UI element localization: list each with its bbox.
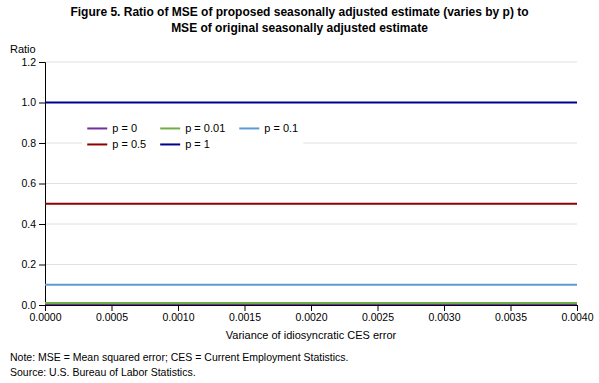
- legend-background: [82, 115, 303, 157]
- tick-mark: [39, 265, 45, 266]
- tick-label: 0.6: [21, 177, 36, 189]
- tick-label: 0.8: [21, 137, 36, 149]
- tick-label: 0.2: [21, 258, 36, 270]
- tick: 0.0005: [96, 305, 128, 323]
- tick-mark: [577, 305, 578, 311]
- tick-label: 0.0040: [561, 311, 593, 323]
- legend-item: p = 1: [160, 138, 210, 150]
- tick-label: 0.0030: [428, 311, 460, 323]
- legend-item: p = 0.1: [239, 122, 298, 134]
- series-line: [45, 302, 577, 304]
- tick-mark: [39, 103, 45, 104]
- tick-label: 0.0015: [229, 311, 261, 323]
- tick-mark: [39, 143, 45, 144]
- grid-line: [45, 62, 577, 63]
- y-axis: 0.0 0.2 0.4 0.6 0.8 1.0 1.2: [21, 56, 45, 311]
- y-grid: [45, 62, 577, 305]
- tick-mark: [39, 224, 45, 225]
- tick-label: 0.0: [21, 299, 36, 311]
- series-line: [45, 203, 577, 205]
- legend: p = 0 p = 0.01 p = 0.1 p = 0.5 p = 1: [82, 115, 303, 157]
- tick-label: 1.0: [21, 96, 36, 108]
- tick-mark: [444, 305, 445, 311]
- legend-swatch: [160, 127, 180, 129]
- tick-label: 0.0000: [29, 311, 61, 323]
- tick-label: 0.0005: [96, 311, 128, 323]
- tick: 0.0035: [495, 305, 527, 323]
- x-axis: 0.0000 0.0005 0.0010 0.0015 0.0020 0.0025 0.00…: [29, 305, 593, 323]
- tick-label: 1.2: [21, 56, 36, 68]
- legend-item: p = 0.5: [87, 138, 146, 150]
- tick: 0.4: [21, 218, 45, 230]
- title-line: Figure 5. Ratio of MSE of proposed seaso…: [70, 5, 528, 19]
- tick: 0.2: [21, 258, 45, 270]
- axis-line: [39, 63, 46, 306]
- tick-label: 0.0035: [495, 311, 527, 323]
- legend-label: p = 0.1: [264, 122, 298, 134]
- legend-swatch: [87, 127, 107, 129]
- tick: 0.6: [21, 177, 45, 189]
- tick-label: 0.0020: [295, 311, 327, 323]
- tick: 1.2: [21, 56, 45, 68]
- tick-label: 0.4: [21, 218, 36, 230]
- tick: 0.0: [21, 299, 45, 311]
- legend-label: p = 0.5: [112, 138, 146, 150]
- grid-line: [45, 102, 577, 103]
- series-line: [45, 304, 577, 305]
- tick: 0.0015: [229, 305, 261, 323]
- tick-label: 0.0010: [162, 311, 194, 323]
- series-group: [45, 103, 577, 306]
- legend-swatch: [160, 143, 180, 145]
- tick-mark: [39, 62, 45, 63]
- tick: 0.0040: [561, 305, 593, 323]
- plot: 0.00000.00050.00100.00150.00200.00250.00…: [21, 56, 593, 324]
- tick-label: 0.0025: [362, 311, 394, 323]
- tick: 0.0010: [162, 305, 194, 323]
- chart: Figure 5. Ratio of MSE of proposed seaso…: [0, 0, 599, 383]
- legend-label: p = 0: [112, 122, 137, 134]
- legend-swatch: [87, 143, 107, 145]
- grid-line: [45, 264, 577, 265]
- annotation: Note: MSE = Mean squared error; CES = Cu…: [10, 351, 348, 363]
- legend-item: p = 0: [87, 122, 137, 134]
- tick-mark: [39, 305, 45, 306]
- title: Figure 5. Ratio of MSE of proposed seaso…: [70, 5, 528, 35]
- legend-swatch: [239, 127, 259, 129]
- tick-mark: [378, 305, 379, 311]
- legend-item: p = 0.01: [160, 122, 225, 134]
- tick-mark: [112, 305, 113, 311]
- tick-mark: [245, 305, 246, 311]
- series-line: [45, 102, 577, 104]
- tick: 0.0030: [428, 305, 460, 323]
- grid-line: [45, 183, 577, 184]
- x-axis-title: Variance of idiosyncratic CES error: [226, 329, 397, 341]
- tick-mark: [39, 184, 45, 185]
- tick-mark: [311, 305, 312, 311]
- grid-line: [45, 224, 577, 225]
- legend-label: p = 1: [185, 138, 210, 150]
- tick: 0.0020: [295, 305, 327, 323]
- y-axis-title: Ratio: [10, 43, 36, 55]
- tick-mark: [511, 305, 512, 311]
- tick: 0.8: [21, 137, 45, 149]
- tick-mark: [178, 305, 179, 311]
- series-line: [45, 284, 577, 286]
- annotation: Source: U.S. Bureau of Labor Statistics.: [10, 366, 196, 378]
- legend-label: p = 0.01: [185, 122, 225, 134]
- axis-line: [46, 306, 578, 312]
- tick: 1.0: [21, 96, 45, 108]
- title-line: MSE of original seasonally adjusted esti…: [171, 21, 428, 35]
- tick: 0.0025: [362, 305, 394, 323]
